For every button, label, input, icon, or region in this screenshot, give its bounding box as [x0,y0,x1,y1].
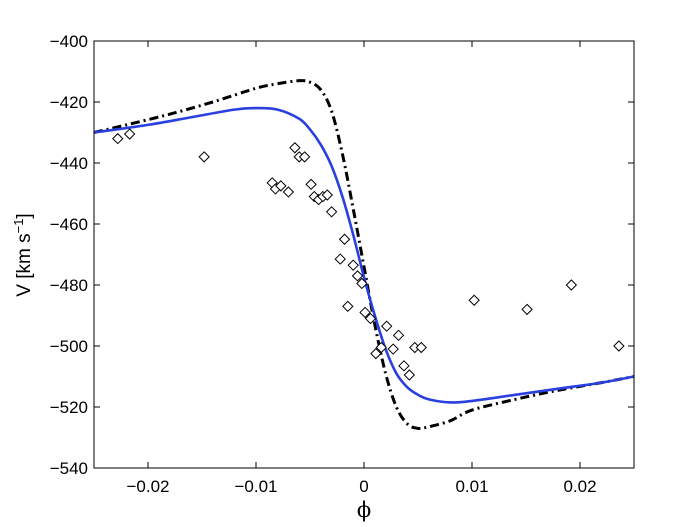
data-point-diamond [334,253,346,265]
data-point-diamond [321,189,333,201]
data-point-diamond [351,270,364,282]
series-layer [93,79,635,431]
y-axis-label-main: V [km s [14,233,35,296]
data-point-diamond [468,294,480,306]
y-axis-label: V [km s−1] [11,213,35,296]
x-tick-label: 0.02 [563,477,596,496]
data-point-diamond [359,306,371,319]
x-tick-label: 0.01 [455,477,488,496]
model-line-solid [93,106,635,404]
label-layer: ϕ V [km s−1] [11,213,371,522]
data-point-diamond [275,180,287,192]
data-point-diamond [298,151,311,163]
data-point-diamond [289,142,301,154]
plot-area [94,41,634,468]
data-point-markers [112,128,625,381]
data-point-diamond [370,347,382,360]
y-axis-label-close: ] [14,213,35,218]
y-axis-label-superscript: −1 [11,219,26,234]
data-point-diamond [338,233,351,245]
data-point-diamond [392,329,405,342]
y-tick-label: −420 [50,93,88,112]
data-point-diamond [375,341,387,354]
y-tick-label: −540 [50,459,88,478]
data-point-diamond [347,259,359,271]
data-point-diamond [565,279,578,291]
data-point-diamond [521,303,533,316]
data-point-diamond [380,320,393,332]
data-point-diamond [112,132,124,145]
model-line-dash-dot [93,79,635,431]
data-point-diamond [387,343,399,355]
data-point-diamond [325,206,338,218]
y-tick-label: −500 [50,337,88,356]
data-point-diamond [415,341,427,354]
data-point-diamond [403,369,416,381]
y-tick-label: −460 [50,215,88,234]
x-tick-label: −0.02 [126,477,169,496]
data-point-diamond [342,300,354,313]
y-tick-label: −520 [50,398,88,417]
data-point-diamond [282,186,295,198]
y-tick-label: −480 [50,276,88,295]
x-tick-label: −0.01 [234,477,277,496]
data-point-diamond [364,312,377,325]
y-tick-label: −400 [50,32,88,51]
x-tick-label: 0 [359,477,368,496]
tick-layer: −0.02 −0.01 0 0.01 0.02 −540 −520 −500 −480 −460 −… [50,32,634,496]
data-point-diamond [123,128,136,140]
data-point-diamond [198,151,210,163]
data-point-diamond [613,340,625,352]
data-point-diamond [356,277,368,290]
data-point-diamond [398,360,410,372]
y-tick-label: −440 [50,154,88,173]
x-axis-label: ϕ [357,498,371,522]
data-point-diamond [305,178,317,191]
